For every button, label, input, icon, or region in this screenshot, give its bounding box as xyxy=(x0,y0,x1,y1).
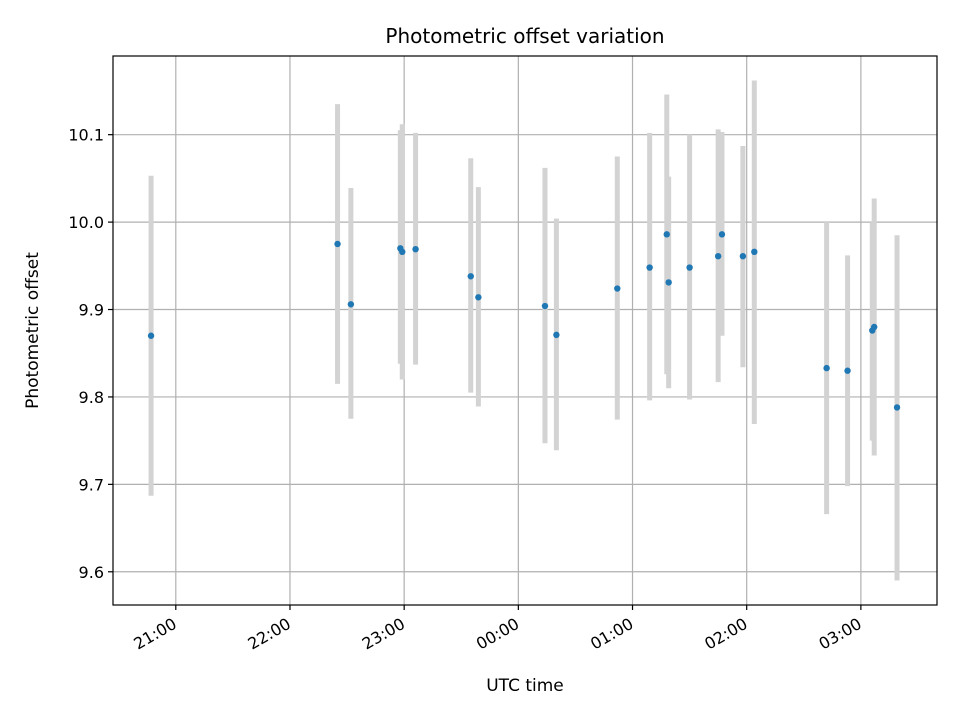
data-point xyxy=(412,245,419,253)
y-axis-label: Photometric offset xyxy=(23,252,43,409)
data-point xyxy=(614,285,621,292)
data-point xyxy=(665,279,672,286)
data-point xyxy=(553,331,560,339)
y-tick-label: 9.6 xyxy=(79,563,104,582)
data-point xyxy=(147,332,155,339)
y-tick-label: 9.9 xyxy=(79,301,104,320)
data-point xyxy=(751,248,758,256)
data-point xyxy=(347,301,355,308)
y-tick-label: 9.8 xyxy=(79,388,104,407)
data-point xyxy=(718,231,726,238)
data-point xyxy=(541,302,549,310)
y-tick-label: 10.1 xyxy=(68,126,104,145)
data-point xyxy=(844,367,851,374)
data-point xyxy=(467,273,474,280)
data-point xyxy=(739,252,747,260)
data-point xyxy=(399,248,406,256)
y-tick-label: 10.0 xyxy=(68,213,104,232)
y-tick-label: 9.7 xyxy=(79,475,104,494)
data-point xyxy=(663,231,670,238)
data-point xyxy=(714,252,722,260)
data-point xyxy=(686,264,693,271)
x-axis-label: UTC time xyxy=(486,676,564,696)
data-point xyxy=(823,364,830,372)
data-point xyxy=(893,404,901,411)
data-point xyxy=(475,294,482,301)
data-points xyxy=(147,231,901,411)
data-point xyxy=(871,323,878,331)
data-point xyxy=(646,264,653,271)
chart-title: Photometric offset variation xyxy=(385,24,664,48)
data-point xyxy=(334,240,341,248)
plot-frame xyxy=(112,55,938,606)
